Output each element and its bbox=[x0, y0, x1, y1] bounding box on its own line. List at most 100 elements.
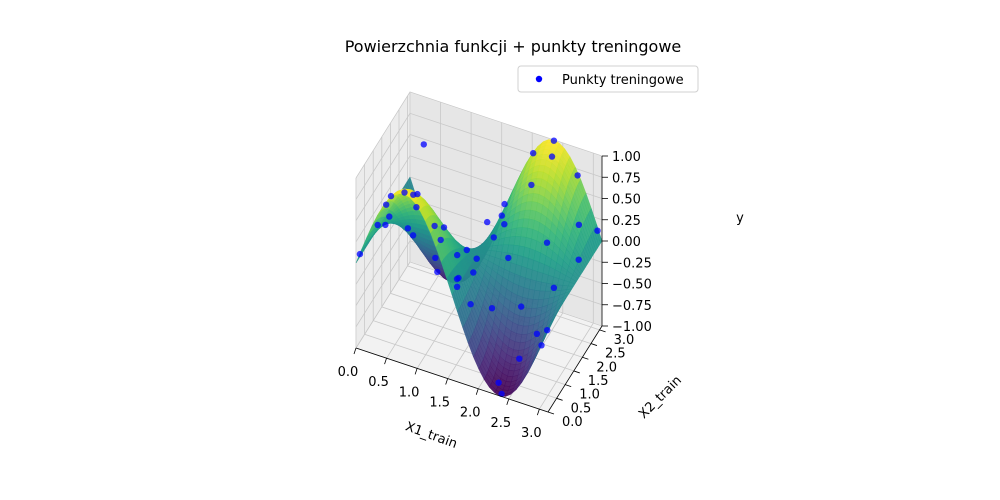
y-tick bbox=[547, 411, 555, 415]
x-tick-label: 1.0 bbox=[399, 385, 420, 400]
training-point bbox=[420, 141, 427, 148]
training-point bbox=[543, 239, 551, 246]
x-tick-label: 0.5 bbox=[368, 375, 389, 390]
z-tick-label: −0.50 bbox=[612, 278, 652, 293]
x-tick bbox=[445, 378, 449, 385]
y-tick-label: 2.5 bbox=[605, 347, 626, 362]
x-tick-label: 0.0 bbox=[338, 365, 359, 380]
training-point bbox=[528, 181, 535, 189]
training-point bbox=[550, 137, 558, 144]
training-point bbox=[501, 221, 508, 228]
training-point bbox=[383, 201, 390, 208]
x-tick-label: 1.5 bbox=[429, 396, 450, 411]
training-point bbox=[404, 225, 412, 232]
training-point bbox=[544, 327, 551, 334]
z-tick-label: −0.25 bbox=[612, 256, 652, 271]
training-point bbox=[382, 221, 389, 229]
legend-label: Punkty treningowe bbox=[562, 73, 684, 88]
training-point bbox=[432, 254, 439, 262]
training-point bbox=[516, 355, 523, 362]
x-tick-label: 3.0 bbox=[521, 426, 542, 441]
x-axis-line bbox=[355, 347, 549, 413]
z-tick-label: −0.75 bbox=[612, 299, 652, 314]
training-point bbox=[498, 390, 505, 398]
legend: Punkty treningowe bbox=[517, 65, 699, 93]
z-tick-label: 0.50 bbox=[612, 193, 641, 208]
training-point bbox=[437, 236, 444, 244]
training-points bbox=[356, 137, 601, 398]
z-tick-label: 0.00 bbox=[612, 235, 641, 250]
y-tick bbox=[573, 370, 580, 374]
z-axis-label: y bbox=[736, 211, 744, 226]
z-tick-label: 1.00 bbox=[612, 150, 641, 165]
training-point bbox=[538, 342, 545, 349]
training-point bbox=[594, 227, 601, 234]
training-point bbox=[356, 250, 364, 258]
y-tick-label: 0.5 bbox=[571, 401, 592, 416]
y-tick bbox=[599, 329, 606, 333]
x-tick-label: 2.5 bbox=[490, 416, 511, 431]
y-tick bbox=[565, 384, 572, 388]
training-point bbox=[409, 232, 417, 239]
training-point bbox=[533, 330, 541, 337]
x-tick bbox=[414, 368, 418, 375]
training-point bbox=[434, 268, 441, 276]
legend-marker bbox=[535, 75, 543, 83]
training-point bbox=[413, 204, 420, 211]
y-tick-label: 1.0 bbox=[579, 388, 600, 403]
x-tick bbox=[475, 388, 479, 395]
training-point bbox=[488, 305, 496, 312]
y-tick-label: 0.0 bbox=[562, 415, 583, 430]
training-point bbox=[518, 303, 525, 310]
grid-line-z bbox=[355, 91, 603, 179]
training-point bbox=[530, 150, 537, 157]
training-point bbox=[574, 172, 581, 179]
y-tick-label: 1.5 bbox=[588, 374, 609, 389]
training-point bbox=[470, 269, 477, 276]
y-tick-label: 2.0 bbox=[596, 360, 617, 375]
y-axis-line bbox=[547, 325, 603, 413]
training-point bbox=[548, 153, 556, 160]
x-axis-label: X1_train bbox=[403, 419, 459, 452]
training-point bbox=[386, 213, 393, 220]
training-point bbox=[501, 200, 508, 208]
training-point bbox=[453, 283, 461, 290]
training-point bbox=[575, 221, 583, 228]
y-tick bbox=[556, 397, 563, 401]
x-tick bbox=[384, 358, 387, 365]
training-point bbox=[440, 224, 448, 231]
legend-box bbox=[517, 65, 699, 93]
training-point bbox=[463, 246, 470, 254]
z-tick-label: 0.25 bbox=[612, 214, 641, 229]
z-tick-label: −1.00 bbox=[612, 320, 652, 335]
training-point bbox=[484, 218, 491, 226]
training-point bbox=[550, 284, 558, 291]
y-tick bbox=[590, 343, 598, 346]
training-point bbox=[387, 192, 395, 200]
x-tick-label: 2.0 bbox=[460, 406, 481, 421]
training-point bbox=[505, 254, 512, 262]
training-point bbox=[498, 212, 505, 219]
z-tick-label: 0.75 bbox=[612, 171, 641, 186]
training-point bbox=[410, 191, 417, 198]
training-point bbox=[454, 251, 461, 259]
y-tick-label: 3.0 bbox=[614, 333, 635, 348]
training-point bbox=[374, 221, 381, 229]
training-point bbox=[473, 255, 480, 262]
training-point bbox=[431, 222, 438, 230]
training-point bbox=[401, 189, 408, 196]
training-point bbox=[575, 256, 582, 263]
y-tick bbox=[582, 356, 589, 360]
x-tick bbox=[536, 408, 540, 416]
training-point bbox=[453, 275, 461, 283]
axes: 0.00.51.01.52.02.53.00.00.51.01.52.02.53… bbox=[338, 150, 652, 441]
training-point bbox=[495, 379, 502, 386]
y-axis-label: X2_train bbox=[636, 373, 685, 422]
chart-title: Powierzchnia funkcji + punkty treningowe bbox=[345, 37, 682, 56]
x-tick bbox=[506, 398, 510, 406]
x-tick bbox=[353, 347, 357, 355]
training-point bbox=[490, 234, 497, 241]
training-point bbox=[467, 301, 474, 308]
